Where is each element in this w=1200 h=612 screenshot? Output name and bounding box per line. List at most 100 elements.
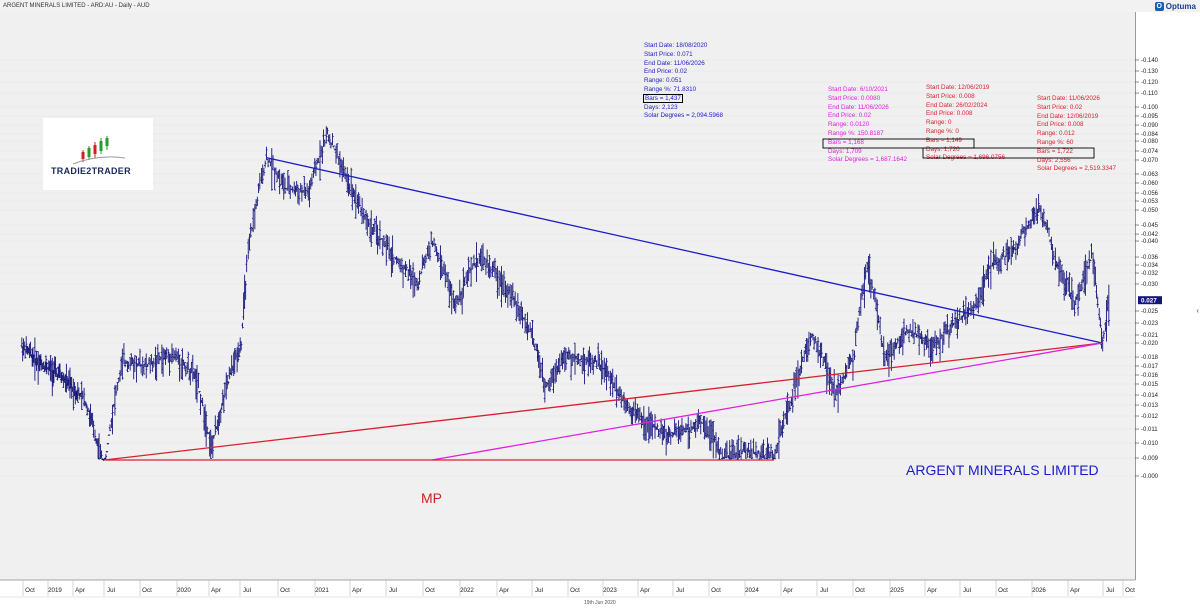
info-line: Days: 1,720 [926,146,1005,155]
price-bar [497,270,501,296]
x-tick-label: 2021 [315,587,329,594]
price-bar [688,426,691,449]
x-tick-label: Jul [389,587,397,594]
price-bar [904,331,907,336]
price-bar [841,372,845,384]
price-axis[interactable]: ‹ [1135,12,1200,580]
plot-area[interactable] [0,12,1135,580]
info-line: End Date: 26/02/2024 [926,102,1005,111]
price-bar [1042,208,1045,227]
info-box-blue: Start Date: 18/08/2020 Start Price: 0.071… [643,42,723,121]
price-bar [987,255,990,288]
price-bar [674,423,677,436]
y-tick-label: -0.080 [1141,139,1159,145]
price-bar [191,354,194,382]
info-line-text: Solar Degrees = 1,687.1642 [828,156,907,164]
info-line-text: End Date: 12/06/2019 [1037,112,1099,120]
price-bar [1039,205,1043,221]
info-line: Bars = 1,149 [926,137,1005,146]
price-bar [972,301,975,319]
price-bar [106,443,110,445]
price-bar [428,245,432,261]
price-bar [632,401,635,417]
price-bar [880,335,883,347]
price-bar [699,414,702,435]
trend-line-blue-0[interactable] [266,157,1103,344]
price-bar [590,354,594,371]
info-line-text: Start Price: 0.02 [1037,103,1083,111]
price-bar [145,353,148,379]
price-bar [508,283,512,306]
info-line: End Price: 0.008 [926,110,1005,119]
price-bar [921,336,924,345]
price-bar [962,300,965,317]
x-tick-label: Apr [211,587,221,594]
x-tick-label: 2022 [460,587,474,594]
y-tick-label: -0.025 [1141,309,1159,315]
info-line-text: Start Date: 6/10/2021 [828,86,888,93]
price-bar [354,184,358,219]
price-bar [597,342,600,367]
price-bar [953,310,957,329]
x-tick-label: Apr [1070,587,1080,594]
price-bar [532,337,535,347]
price-bar [373,218,377,232]
price-bar [225,372,228,400]
info-line-text: Range %: 150.8187 [828,129,884,137]
price-bar [265,146,268,161]
info-line-text: Start Price: 0.008 [926,92,975,100]
trend-line-red-1[interactable] [104,342,1103,461]
price-bar [328,134,331,146]
info-line: End Date: 12/06/2019 [1037,113,1116,122]
price-bar [1089,259,1092,262]
price-bar [434,243,437,252]
price-bar [807,331,811,355]
price-bar [860,285,864,300]
info-line: Start Price: 0.02 [1037,104,1116,113]
price-bar [638,407,642,421]
y-tick-label: -0.090 [1141,123,1159,129]
price-bar [491,261,494,277]
price-bar [738,450,741,458]
x-tick-label: Jul [963,587,971,594]
y-tick-label: -0.012 [1141,414,1159,420]
price-bar [427,241,430,260]
price-bar [601,360,604,380]
price-bar [335,143,339,159]
price-bar [947,329,951,348]
price-bar [1095,284,1098,299]
price-bar [896,337,899,344]
price-bar [349,167,353,198]
info-line-text: Range %: 0 [926,127,959,135]
price-bar [856,317,860,331]
price-bar [297,188,301,206]
y-tick-label: -0.018 [1141,355,1159,361]
price-bar [413,272,416,297]
price-bar [728,440,731,460]
price-bar [739,437,743,460]
info-line-text: End Date: 11/06/2026 [828,103,889,111]
x-tick-label: Oct [855,587,865,594]
collapse-panel-icon[interactable]: ‹ [1196,306,1199,315]
price-bar [386,235,389,251]
trend-line-magenta-2[interactable] [431,342,1103,461]
price-bar [348,183,351,195]
price-bar [488,254,491,279]
price-bar [895,342,898,349]
price-bar [467,256,470,282]
price-bar [957,318,960,330]
candles-logo-icon [72,136,126,165]
x-tick-label: 2026 [1032,587,1046,594]
info-line: Range %: 0 [926,128,1005,137]
price-bar [583,354,586,385]
brand: O Optuma [1154,1,1196,11]
price-bar [421,254,424,270]
price-bar [788,400,792,411]
y-tick-label: -0.011 [1141,427,1158,433]
price-bar [29,341,32,357]
price-bar [107,434,111,436]
price-bar [752,438,755,454]
price-bar [732,440,735,459]
info-line: Bars = 1,722 [1037,148,1116,157]
